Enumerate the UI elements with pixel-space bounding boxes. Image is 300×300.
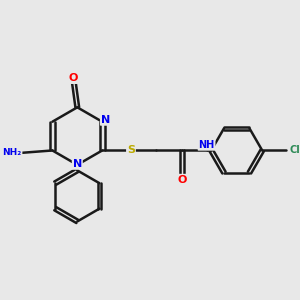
- Text: S: S: [127, 146, 135, 155]
- Text: Cl: Cl: [289, 146, 300, 155]
- Text: O: O: [69, 73, 78, 83]
- Text: O: O: [177, 175, 187, 185]
- Text: NH₂: NH₂: [2, 148, 22, 157]
- Text: N: N: [73, 159, 82, 169]
- Text: NH: NH: [198, 140, 215, 150]
- Text: N: N: [101, 115, 110, 125]
